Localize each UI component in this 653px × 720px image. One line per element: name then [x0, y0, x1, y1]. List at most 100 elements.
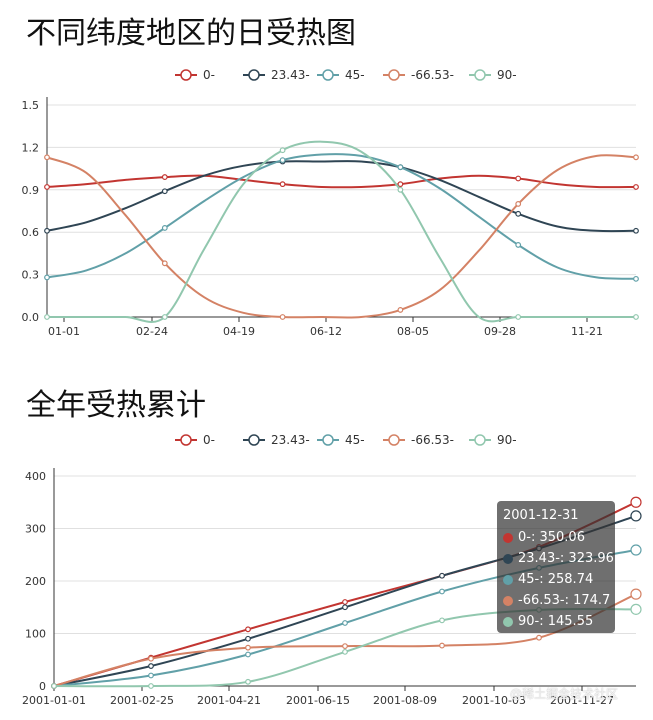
y-tick-label: 0	[39, 680, 46, 693]
x-tick-label: 2001-01-01	[22, 694, 86, 707]
data-point	[515, 242, 522, 248]
data-point	[279, 147, 286, 154]
tooltip-row: -66.53-: 174.7	[503, 590, 611, 611]
x-tick-label: 01-01	[48, 325, 80, 338]
legend-label: -66.53-	[411, 433, 454, 447]
legend-icon	[388, 434, 400, 446]
y-tick-label: 300	[25, 523, 46, 536]
data-point	[44, 314, 50, 320]
x-tick-label: 2001-06-15	[286, 694, 350, 707]
x-tick-label: 2001-08-09	[373, 694, 437, 707]
x-tick-label: 02-24	[136, 325, 168, 338]
data-point	[148, 672, 154, 679]
data-point	[51, 683, 57, 689]
legend-label: -66.53-	[411, 68, 454, 82]
data-point	[342, 648, 348, 655]
data-point	[633, 275, 639, 282]
legend-label: 45-	[345, 68, 365, 82]
data-point	[245, 635, 251, 642]
y-tick-label: 400	[25, 470, 46, 483]
legend-icon	[248, 69, 260, 81]
data-point	[44, 227, 50, 234]
chart2-title: 全年受热累计	[26, 388, 206, 423]
data-point	[148, 663, 154, 669]
data-point	[397, 164, 404, 171]
data-point	[161, 314, 168, 320]
chart1-title: 不同纬度地区的日受热图	[26, 16, 356, 51]
legend-icon	[322, 434, 334, 446]
legend-label: 23.43-	[271, 68, 310, 82]
tooltip-row: 45-: 258.74	[503, 569, 609, 590]
y-tick-label: 0.9	[22, 184, 40, 197]
tooltip-label: 90-: 145.55	[518, 614, 594, 629]
x-tick-label: 11-21	[571, 325, 603, 338]
data-point	[397, 186, 404, 193]
data-point	[633, 154, 639, 161]
data-point	[633, 227, 639, 234]
data-point	[161, 225, 168, 231]
y-tick-label: 0.0	[22, 311, 40, 324]
data-point	[630, 588, 642, 600]
data-point	[439, 588, 445, 595]
watermark: @稀土掘金技术社区	[510, 687, 619, 701]
data-point	[515, 210, 522, 217]
tooltip: 2001-12-31 0-: 350.06 23.43-: 323.96 45-…	[497, 501, 615, 633]
legend-icon	[180, 434, 192, 446]
data-point	[633, 314, 639, 320]
legend-icon	[322, 69, 334, 81]
tooltip-label: 45-: 258.74	[518, 572, 594, 587]
data-point	[44, 154, 50, 161]
legend-label: 45-	[345, 433, 365, 447]
data-point	[630, 496, 642, 508]
data-point	[439, 572, 445, 579]
x-tick-label: 2001-04-21	[197, 694, 261, 707]
data-point	[245, 644, 251, 651]
legend-label: 90-	[497, 68, 517, 82]
legend-icon	[248, 434, 260, 446]
y-tick-label: 100	[25, 628, 46, 641]
tooltip-row: 90-: 145.55	[503, 611, 609, 632]
y-tick-label: 1.5	[22, 99, 40, 112]
legend-icon	[474, 69, 486, 81]
data-point	[245, 651, 251, 658]
x-tick-label: 2001-10-03	[462, 694, 526, 707]
y-tick-label: 1.2	[22, 141, 40, 154]
tooltip-label: -66.53-: 174.7	[518, 593, 611, 608]
legend-label: 0-	[203, 68, 215, 82]
y-tick-label: 0.6	[22, 226, 40, 239]
tooltip-dot	[503, 616, 513, 627]
data-point	[245, 678, 251, 685]
data-point	[630, 603, 642, 615]
x-tick-label: 04-19	[223, 325, 255, 338]
data-point	[44, 274, 50, 281]
x-tick-label: 09-28	[484, 325, 516, 338]
data-point	[515, 314, 522, 320]
data-point	[397, 181, 404, 188]
data-point	[342, 604, 348, 611]
y-tick-label: 0.3	[22, 269, 40, 282]
data-point	[245, 626, 251, 633]
data-point	[161, 260, 168, 267]
x-tick-label: 08-05	[397, 325, 429, 338]
data-point	[630, 544, 642, 556]
series-line	[46, 174, 637, 189]
data-point	[161, 174, 168, 180]
legend-icon	[180, 69, 192, 81]
data-point	[342, 643, 348, 649]
x-tick-label: 06-12	[310, 325, 342, 338]
legend-label: 90-	[497, 433, 517, 447]
data-point	[439, 617, 445, 624]
tooltip-row: 23.43-: 323.96	[503, 548, 614, 569]
data-point	[397, 307, 404, 313]
data-point	[515, 201, 522, 207]
data-point	[161, 188, 168, 195]
tooltip-dot	[503, 532, 513, 543]
data-point	[439, 642, 445, 649]
data-point	[633, 184, 639, 190]
data-point	[342, 599, 348, 605]
series-line	[46, 154, 637, 319]
data-point	[279, 157, 286, 164]
data-point	[148, 655, 154, 662]
series-line	[46, 160, 637, 233]
tooltip-label: 23.43-: 323.96	[518, 551, 614, 566]
